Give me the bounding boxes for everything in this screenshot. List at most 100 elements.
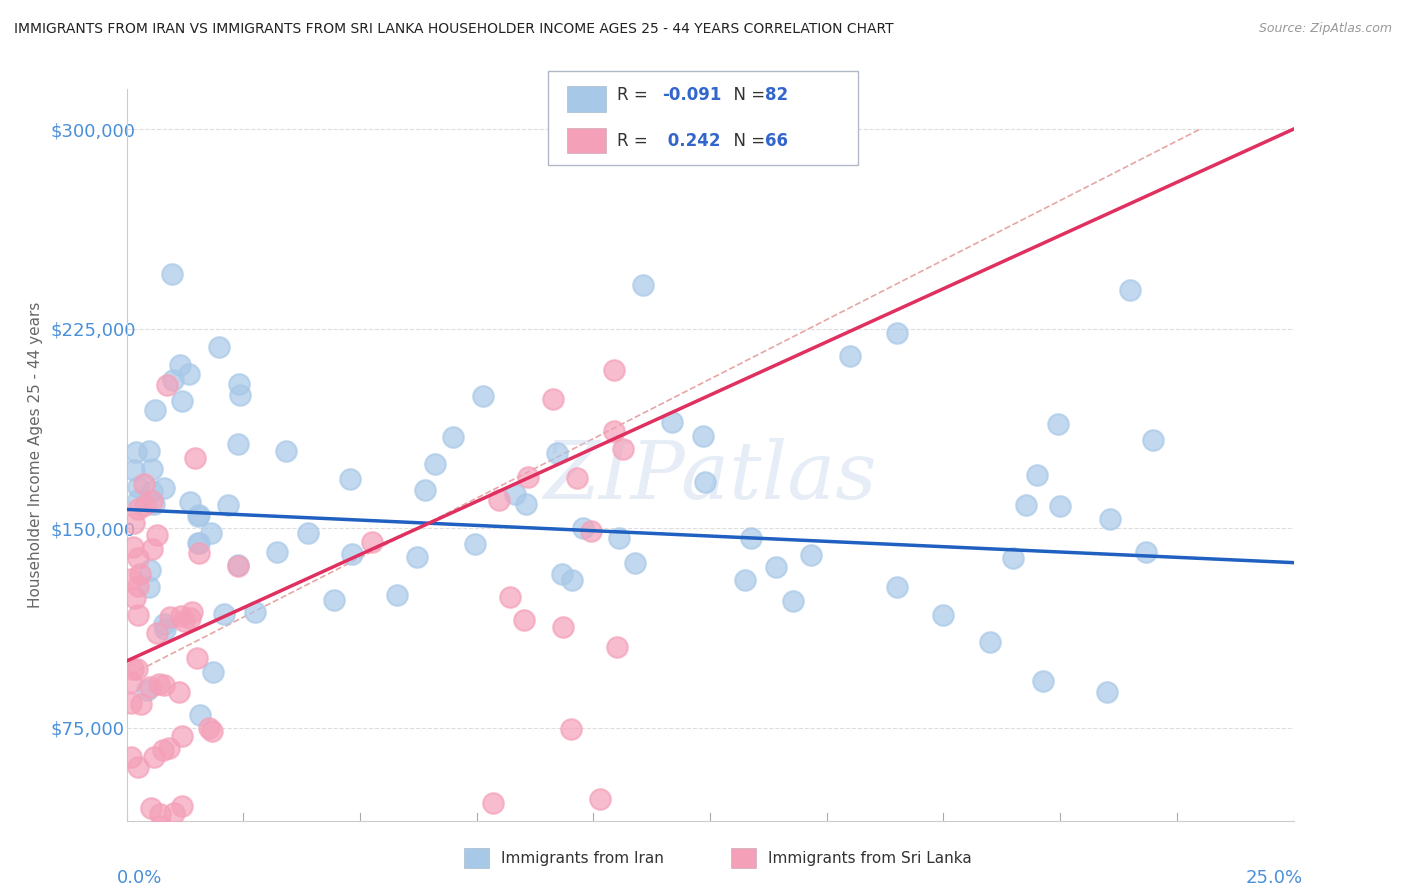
Text: N =: N = bbox=[723, 133, 770, 151]
Point bbox=[202, 665, 225, 679]
Point bbox=[173, 614, 195, 628]
Point bbox=[159, 609, 181, 624]
Point bbox=[471, 389, 494, 403]
Point bbox=[661, 415, 683, 429]
Point bbox=[148, 677, 170, 691]
Point bbox=[1002, 551, 1025, 566]
Point bbox=[170, 799, 193, 814]
Point bbox=[127, 480, 149, 494]
Point bbox=[134, 476, 156, 491]
Point bbox=[1025, 467, 1047, 482]
Point bbox=[127, 760, 149, 774]
Point bbox=[125, 663, 148, 677]
Point bbox=[886, 326, 908, 340]
Point bbox=[589, 792, 612, 806]
Point bbox=[149, 807, 172, 822]
Point bbox=[122, 662, 145, 676]
Point bbox=[565, 471, 588, 485]
Text: R =: R = bbox=[617, 133, 654, 151]
Point bbox=[839, 349, 862, 363]
Point bbox=[180, 605, 202, 619]
Point bbox=[1142, 434, 1164, 448]
Point bbox=[146, 625, 169, 640]
Point bbox=[141, 493, 163, 508]
Point bbox=[141, 484, 163, 499]
Text: Immigrants from Iran: Immigrants from Iran bbox=[501, 851, 664, 865]
Point bbox=[266, 544, 288, 558]
Point bbox=[228, 377, 250, 392]
Point bbox=[734, 574, 756, 588]
Point bbox=[561, 573, 583, 587]
Point bbox=[187, 536, 209, 550]
Point bbox=[1046, 417, 1069, 431]
Point bbox=[179, 611, 201, 625]
Text: R =: R = bbox=[617, 86, 654, 103]
Point bbox=[179, 494, 201, 508]
Point bbox=[464, 537, 486, 551]
Point bbox=[120, 750, 142, 764]
Point bbox=[142, 497, 165, 511]
Point bbox=[157, 740, 180, 755]
Point bbox=[127, 607, 149, 622]
Point bbox=[488, 492, 510, 507]
Text: IMMIGRANTS FROM IRAN VS IMMIGRANTS FROM SRI LANKA HOUSEHOLDER INCOME AGES 25 - 4: IMMIGRANTS FROM IRAN VS IMMIGRANTS FROM … bbox=[14, 22, 894, 37]
Point bbox=[692, 429, 714, 443]
Point bbox=[184, 450, 207, 465]
Text: N =: N = bbox=[723, 86, 770, 103]
Point bbox=[274, 444, 297, 458]
Point bbox=[693, 475, 716, 489]
Point bbox=[581, 524, 603, 538]
Point bbox=[162, 267, 184, 281]
Point bbox=[146, 528, 169, 542]
Point bbox=[423, 458, 446, 472]
Point bbox=[226, 558, 249, 572]
Point bbox=[128, 493, 150, 508]
Point bbox=[155, 827, 177, 841]
Point bbox=[979, 634, 1001, 648]
Point bbox=[603, 424, 626, 438]
Point bbox=[229, 388, 252, 402]
Point bbox=[387, 588, 409, 602]
Point bbox=[155, 623, 177, 637]
Point bbox=[342, 547, 364, 561]
Point bbox=[122, 516, 145, 530]
Point bbox=[612, 442, 634, 456]
Point bbox=[131, 827, 153, 841]
Point bbox=[152, 678, 174, 692]
Point bbox=[607, 531, 630, 545]
Point bbox=[571, 521, 593, 535]
Point bbox=[516, 469, 538, 483]
Point bbox=[155, 378, 177, 392]
Point bbox=[142, 750, 165, 764]
Point bbox=[187, 508, 209, 522]
Point bbox=[543, 392, 565, 406]
Point bbox=[122, 463, 145, 477]
Point bbox=[172, 394, 194, 409]
Point bbox=[512, 614, 534, 628]
Point bbox=[782, 594, 804, 608]
Point bbox=[120, 696, 142, 710]
Text: Source: ZipAtlas.com: Source: ZipAtlas.com bbox=[1258, 22, 1392, 36]
Point bbox=[138, 444, 160, 458]
Point bbox=[141, 462, 163, 476]
Point bbox=[163, 805, 186, 820]
Point bbox=[149, 818, 172, 832]
Point bbox=[1095, 684, 1118, 698]
Point bbox=[162, 373, 184, 387]
Point bbox=[441, 430, 464, 444]
Point bbox=[167, 684, 190, 698]
Text: -0.091: -0.091 bbox=[662, 86, 721, 103]
Point bbox=[361, 535, 384, 549]
Point bbox=[177, 367, 200, 381]
Point bbox=[606, 640, 628, 654]
Point bbox=[188, 535, 211, 549]
Text: 82: 82 bbox=[765, 86, 787, 103]
Point bbox=[201, 723, 224, 738]
Point bbox=[152, 743, 174, 757]
Point bbox=[603, 362, 626, 376]
Point bbox=[138, 580, 160, 594]
Point bbox=[740, 531, 762, 545]
Text: 0.242: 0.242 bbox=[662, 133, 721, 151]
Point bbox=[339, 472, 361, 486]
Point bbox=[886, 580, 908, 594]
